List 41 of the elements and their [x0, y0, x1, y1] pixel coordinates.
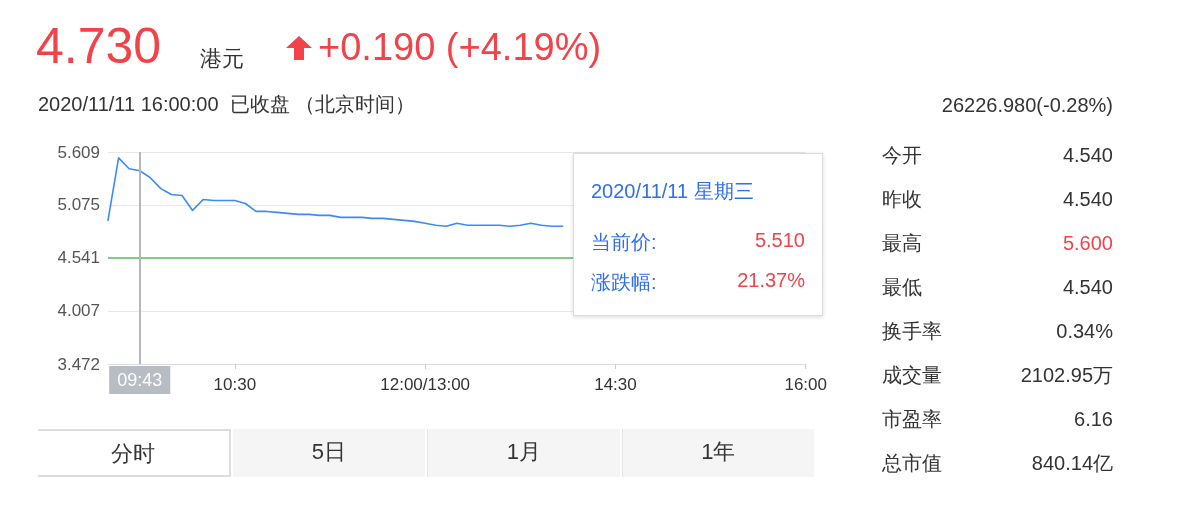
- text: 2020/11/11 16:00:00 已收盘 （北京时间）: [38, 92, 416, 117]
- text: 26226.980(-0.28%): [941, 94, 1113, 117]
- text: 2102.95万: [1020, 364, 1113, 386]
- x-tick-label: 12:00/13:00: [380, 375, 471, 394]
- y-tick-label: 4.541: [57, 248, 100, 268]
- annotation: 涨跌幅:: [591, 271, 657, 293]
- text: 4.540: [1062, 188, 1113, 210]
- text: 5.600: [1062, 232, 1113, 254]
- text: 4.730: [36, 18, 162, 74]
- x-tick-label: 10:30: [213, 375, 257, 394]
- text: 0.34%: [1056, 320, 1113, 342]
- category-label: 1月: [427, 429, 620, 477]
- annotation: 2020/11/11 星期三: [591, 179, 754, 204]
- text: 4.540: [1062, 276, 1113, 298]
- text: +0.190 (+4.19%): [318, 26, 602, 69]
- category-label: 5日: [232, 429, 425, 477]
- category-label: 换手率: [882, 319, 942, 344]
- annotation: 当前价:: [591, 231, 657, 253]
- line-series: [107, 157, 564, 228]
- x-tick-label: 14:30: [594, 375, 637, 394]
- y-tick-label: 5.609: [57, 142, 100, 162]
- category-label: 1年: [621, 429, 814, 477]
- category-label: 今开: [882, 143, 922, 168]
- text: 港元: [200, 45, 244, 73]
- y-tick-label: 5.075: [57, 195, 100, 215]
- annotation: 21.37%: [737, 269, 805, 292]
- category-label: 市盈率: [882, 407, 942, 432]
- category-label: 最低: [882, 275, 922, 300]
- text: 4.540: [1062, 144, 1113, 166]
- category-label: 最高: [882, 231, 922, 256]
- text: 09:43: [117, 370, 163, 390]
- annotation: 5.510: [754, 229, 805, 252]
- text: 840.14亿: [1031, 452, 1113, 474]
- y-tick-label: 4.007: [57, 301, 100, 321]
- text: 6.16: [1074, 408, 1113, 430]
- category-label: 昨收: [882, 187, 922, 212]
- category-label: 总市值: [882, 451, 942, 476]
- y-tick-label: 3.472: [57, 354, 100, 374]
- x-tick-label: 16:00: [784, 375, 827, 394]
- category-label: 成交量: [882, 363, 942, 388]
- category-label: 分时: [38, 429, 231, 477]
